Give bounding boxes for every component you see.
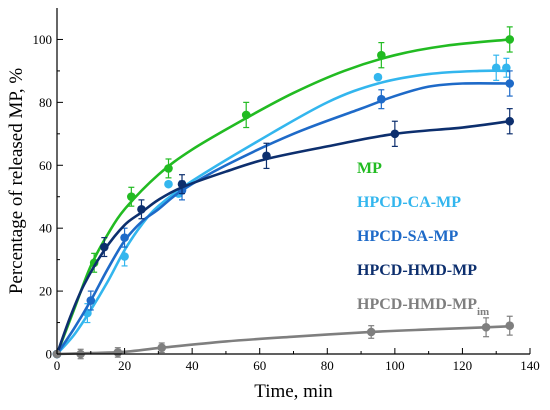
y-tick-label: 80 <box>39 95 52 110</box>
y-tick-label: 100 <box>33 32 53 47</box>
data-point <box>377 94 386 104</box>
data-point <box>377 50 386 60</box>
x-tick-label: 60 <box>253 358 266 373</box>
legend-entry-3: HPCD-HMD-MP <box>357 262 477 279</box>
data-point <box>113 348 123 357</box>
data-point <box>505 79 515 88</box>
x-tick-label: 140 <box>520 358 540 373</box>
data-point <box>505 35 515 44</box>
legend-subscript: im <box>477 306 489 318</box>
y-axis-title: Percentage of released MP, % <box>6 68 27 295</box>
y-tick-label: 20 <box>39 284 52 299</box>
data-point <box>120 233 129 242</box>
data-point <box>241 110 251 120</box>
data-point <box>505 321 515 330</box>
data-point <box>100 242 109 252</box>
series-line-4 <box>56 325 510 356</box>
series-group-1 <box>52 54 511 359</box>
y-tick-label: 40 <box>39 221 52 236</box>
series-group-0 <box>52 26 515 359</box>
data-point <box>505 116 515 126</box>
data-point <box>390 129 400 139</box>
y-tick-label: 60 <box>39 158 52 173</box>
data-point <box>127 192 136 202</box>
x-tick-label: 120 <box>453 358 473 373</box>
x-tick-label: 0 <box>54 358 61 373</box>
x-tick-label: 20 <box>118 358 131 373</box>
data-point <box>164 179 173 189</box>
axes: 0 20 40 60 80 100 120 140 0 20 40 60 80 100 <box>33 8 540 373</box>
legend-entry-4: HPCD-HMD-MPim <box>357 296 489 318</box>
series-line-2 <box>55 81 510 355</box>
data-point <box>157 343 167 353</box>
data-point <box>481 322 491 332</box>
data-point <box>262 151 271 161</box>
data-point <box>120 252 129 261</box>
legend: MP HPCD-CA-MP HPCD-SA-MP HPCD-HMD-MP HPCD-HM… <box>357 160 489 318</box>
x-tick-label: 40 <box>186 358 199 373</box>
x-tick-label: 80 <box>321 358 334 373</box>
legend-entry-2: HPCD-SA-MP <box>357 228 459 245</box>
legend-entry-0: MP <box>357 160 382 177</box>
data-point <box>366 327 376 337</box>
data-point <box>137 205 146 214</box>
data-point <box>164 164 173 173</box>
data-point <box>502 63 511 73</box>
series-group-4 <box>52 315 515 360</box>
data-point <box>177 179 187 189</box>
data-point <box>491 63 501 73</box>
data-point <box>86 296 96 305</box>
data-point <box>373 72 383 82</box>
y-tick-label: 0 <box>46 347 53 362</box>
x-axis-title: Time, min <box>254 381 333 402</box>
series-line-0 <box>55 38 510 355</box>
legend-entry-1: HPCD-CA-MP <box>357 194 461 211</box>
x-tick-label: 100 <box>385 358 405 373</box>
